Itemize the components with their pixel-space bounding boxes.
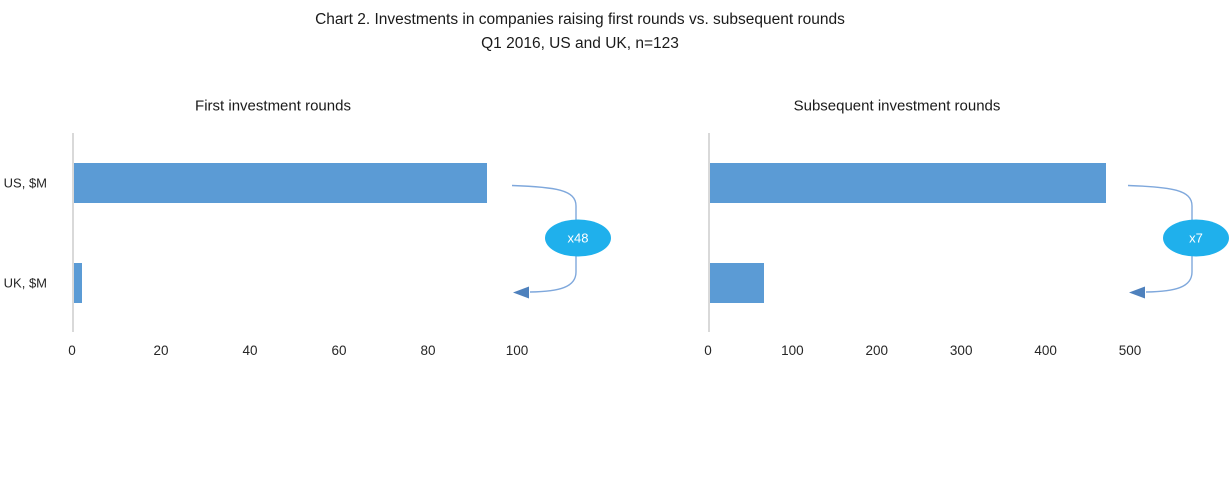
bar-subsequent-uk [709, 263, 765, 303]
bar-first-us [73, 163, 488, 203]
bar-first-uk [73, 263, 83, 303]
x-tick-first-40: 40 [242, 343, 258, 358]
x-tick-subsequent-0: 0 [704, 343, 712, 358]
category-label-uk: UK, $M [3, 275, 47, 291]
x-tick-subsequent-300: 300 [949, 343, 973, 358]
y-axis-line-subsequent [708, 133, 710, 332]
ratio-arrowhead-right [1129, 286, 1145, 299]
ratio-arrow-right [1127, 184, 1193, 293]
x-tick-subsequent-200: 200 [865, 343, 889, 358]
figure-title-line2: Q1 2016, US and UK, n=123 [481, 35, 679, 52]
figure-title-line1: Chart 2. Investments in companies raisin… [315, 11, 845, 28]
x-tick-subsequent-500: 500 [1118, 343, 1142, 358]
bar-subsequent-us [709, 163, 1107, 203]
ratio-arrow-left [511, 184, 577, 293]
y-axis-line-first [72, 133, 74, 332]
x-tick-first-100: 100 [505, 343, 529, 358]
x-tick-first-20: 20 [153, 343, 169, 358]
ratio-callout-bubble-left: x48 [545, 219, 611, 257]
ratio-callout-bubble-right: x7 [1163, 219, 1229, 257]
x-tick-first-80: 80 [420, 343, 436, 358]
ratio-arrowhead-left [513, 286, 529, 299]
x-tick-first-60: 60 [331, 343, 347, 358]
category-label-us: US, $M [3, 175, 47, 191]
chart-title-first: First investment rounds [195, 97, 351, 115]
x-tick-first-0: 0 [68, 343, 76, 358]
chart-title-subsequent: Subsequent investment rounds [793, 97, 1001, 115]
figure-title: Chart 2. Investments in companies raisin… [0, 8, 1160, 56]
x-tick-subsequent-100: 100 [781, 343, 804, 358]
x-tick-subsequent-400: 400 [1034, 343, 1057, 358]
